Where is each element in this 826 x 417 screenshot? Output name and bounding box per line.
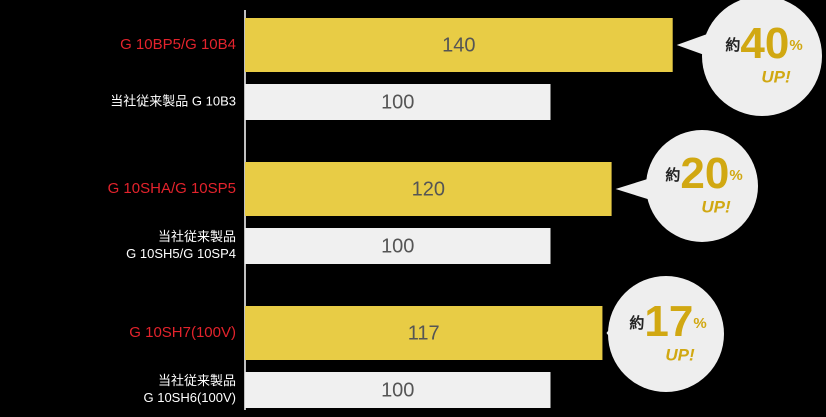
bar <box>245 306 603 360</box>
callout-suffix: UP! <box>701 197 731 216</box>
callout-unit: % <box>729 167 742 184</box>
callout-bubble <box>615 177 654 201</box>
callout-bubble <box>676 33 710 57</box>
callout-bubble <box>702 0 822 116</box>
category-label: G 10SH5/G 10SP4 <box>126 246 236 261</box>
bar <box>245 372 551 408</box>
callout-suffix: UP! <box>761 67 791 86</box>
callout-prefix: 約 <box>665 166 680 184</box>
value-label: 100 <box>381 379 414 401</box>
category-label: 当社従来製品 <box>158 373 236 388</box>
category-label: G 10BP5/G 10B4 <box>120 36 236 53</box>
value-label: 100 <box>381 91 414 113</box>
value-label: 120 <box>412 178 445 200</box>
callout-prefix: 約 <box>725 36 740 54</box>
callout-unit: % <box>789 37 802 54</box>
callout-text: 約20% <box>665 149 742 198</box>
bar <box>245 18 673 72</box>
callout-text: 約40% <box>725 19 802 68</box>
category-label: 当社従来製品 <box>158 229 236 244</box>
callout-text: 約17% <box>629 297 706 346</box>
category-label: 当社従来製品 G 10B3 <box>110 93 236 108</box>
callout-bubble <box>608 276 724 392</box>
callout-number: 40 <box>740 19 789 68</box>
category-label: G 10SH7(100V) <box>129 324 236 341</box>
category-label: G 10SHA/G 10SP5 <box>108 180 236 197</box>
callout-suffix: UP! <box>665 345 695 364</box>
callout-prefix: 約 <box>629 314 644 332</box>
value-label: 140 <box>442 34 475 56</box>
bar <box>245 84 551 120</box>
callout-number: 20 <box>680 149 729 198</box>
value-label: 117 <box>408 322 440 344</box>
callout-unit: % <box>693 315 706 332</box>
callout-bubble <box>646 130 758 242</box>
callout-number: 17 <box>644 297 693 346</box>
bar <box>245 162 612 216</box>
value-label: 100 <box>381 235 414 257</box>
category-label: G 10SH6(100V) <box>144 390 237 405</box>
bar <box>245 228 551 264</box>
